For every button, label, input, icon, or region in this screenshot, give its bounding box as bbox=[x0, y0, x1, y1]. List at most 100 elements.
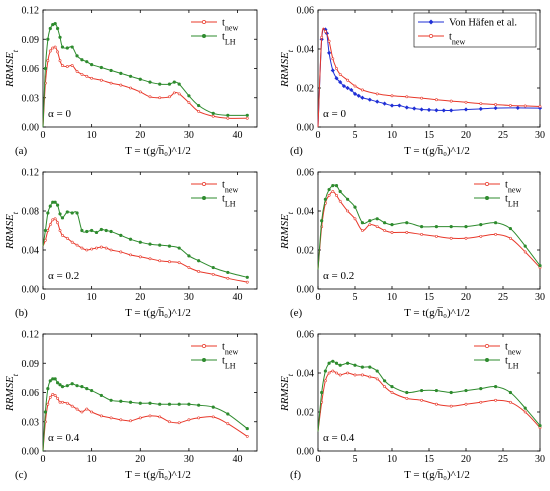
data-point bbox=[51, 23, 55, 27]
y-tick-label: 0.00 bbox=[22, 123, 40, 134]
data-point bbox=[211, 111, 215, 115]
legend: Von Häfen et al. tnew bbox=[413, 12, 537, 48]
x-tick-label: 10 bbox=[87, 292, 97, 303]
legend-swatch-marker bbox=[428, 19, 434, 25]
data-point bbox=[61, 233, 64, 237]
legend-swatch-marker bbox=[429, 34, 433, 38]
x-tick-label: 40 bbox=[233, 292, 243, 303]
alpha-annotation: α = 0 bbox=[48, 108, 71, 120]
data-point bbox=[55, 381, 60, 385]
data-point bbox=[56, 50, 59, 54]
legend-label-main: t bbox=[222, 342, 225, 353]
data-point bbox=[338, 189, 342, 194]
x-tick-label: 5 bbox=[353, 292, 358, 303]
legend-box bbox=[187, 337, 253, 371]
data-point bbox=[226, 116, 230, 120]
x-axis-label: T = t(g/h̅₀)^1/2 bbox=[125, 307, 191, 319]
data-point bbox=[508, 104, 512, 107]
data-point bbox=[360, 229, 364, 232]
x-tick-label: 20 bbox=[461, 454, 471, 465]
legend-item: tLH bbox=[474, 194, 519, 208]
y-axis-label-sub: t bbox=[11, 373, 20, 376]
data-point bbox=[167, 82, 172, 86]
data-point bbox=[148, 257, 152, 261]
data-point bbox=[389, 103, 395, 108]
x-tick-label: 40 bbox=[233, 130, 243, 141]
data-point bbox=[197, 270, 201, 273]
data-point bbox=[55, 26, 60, 31]
legend-box bbox=[187, 13, 253, 47]
data-point bbox=[479, 223, 483, 227]
legend-box bbox=[470, 175, 536, 209]
series-lh bbox=[42, 200, 249, 279]
data-point bbox=[334, 184, 339, 188]
legend-label: tnew bbox=[222, 342, 238, 357]
data-point bbox=[95, 246, 98, 250]
legend-label: Von Häfen et al. bbox=[449, 18, 517, 29]
data-point bbox=[75, 211, 79, 215]
legend-label: tnew bbox=[449, 32, 465, 47]
data-point bbox=[48, 395, 52, 399]
x-tick-label: 0 bbox=[41, 454, 46, 465]
data-point bbox=[85, 60, 89, 64]
legend-swatch-marker bbox=[202, 196, 206, 200]
data-point bbox=[65, 65, 69, 68]
data-point bbox=[158, 415, 162, 419]
data-point bbox=[104, 246, 108, 250]
series-lh bbox=[317, 359, 542, 432]
y-tick-label: 0.04 bbox=[297, 45, 315, 56]
data-point bbox=[148, 414, 152, 418]
y-tick-label: 0.06 bbox=[297, 6, 315, 17]
data-point bbox=[51, 393, 55, 396]
x-tick-label: 15 bbox=[424, 130, 434, 141]
legend-label-sub: LH bbox=[508, 361, 519, 370]
data-point bbox=[383, 221, 387, 225]
legend-label-sub: new bbox=[225, 347, 239, 356]
x-tick-label: 0 bbox=[41, 292, 46, 303]
series-line bbox=[317, 370, 541, 432]
x-tick-label: 0 bbox=[41, 130, 46, 141]
data-point bbox=[434, 402, 438, 406]
x-tick-label: 30 bbox=[184, 454, 194, 465]
y-axis-label: RRMSEt bbox=[279, 211, 295, 250]
panel-label: (c) bbox=[15, 469, 28, 481]
data-point bbox=[449, 390, 453, 395]
data-point bbox=[148, 242, 152, 246]
x-tick-label: 10 bbox=[87, 130, 97, 141]
data-point bbox=[58, 400, 62, 404]
data-point bbox=[405, 390, 409, 395]
data-point bbox=[99, 393, 103, 398]
data-point bbox=[323, 197, 327, 201]
series-line bbox=[317, 360, 541, 432]
y-tick-label: 0.03 bbox=[22, 417, 40, 428]
data-point bbox=[43, 66, 48, 71]
data-point bbox=[375, 99, 380, 104]
x-axis-label: T = t(g/h̅₀)^1/2 bbox=[404, 469, 470, 481]
data-point bbox=[138, 255, 142, 259]
data-point bbox=[538, 105, 542, 108]
data-point bbox=[404, 105, 409, 110]
panel-label: (a) bbox=[15, 145, 28, 157]
data-point bbox=[51, 200, 55, 204]
data-point bbox=[187, 254, 191, 258]
data-point bbox=[331, 190, 335, 193]
data-point bbox=[368, 223, 372, 227]
data-point bbox=[187, 402, 191, 406]
data-point bbox=[58, 35, 62, 39]
x-tick-label: 25 bbox=[498, 454, 508, 465]
series-new bbox=[42, 393, 249, 452]
x-tick-label: 20 bbox=[461, 292, 471, 303]
data-point bbox=[245, 113, 249, 117]
y-tick-label: 0.00 bbox=[297, 285, 315, 296]
data-point bbox=[177, 421, 181, 425]
data-point bbox=[368, 375, 372, 379]
data-point bbox=[346, 197, 350, 201]
x-tick-label: 30 bbox=[184, 130, 194, 141]
y-tick-label: 0.04 bbox=[22, 246, 40, 257]
data-point bbox=[158, 402, 162, 406]
